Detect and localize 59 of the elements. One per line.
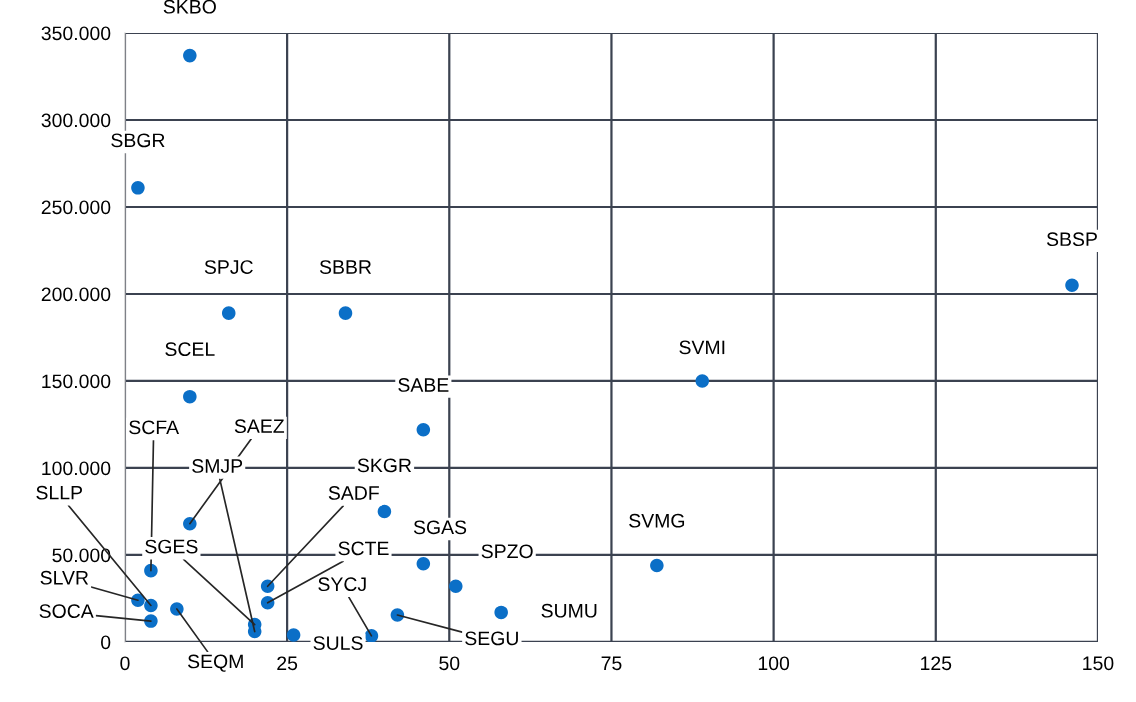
x-tick-label: 75: [601, 656, 622, 671]
y-tick-label: 200.000: [41, 287, 111, 302]
point: [494, 605, 508, 620]
point: [338, 306, 353, 320]
annotation: SABE: [398, 378, 449, 392]
annotation: SCFA: [129, 420, 180, 435]
y-tick-label: 100.000: [42, 461, 111, 476]
point: [183, 389, 197, 404]
annotation: SGES: [145, 539, 198, 554]
point: [170, 602, 184, 616]
annotation: SEGU: [465, 631, 518, 646]
annotation: SVMI: [679, 340, 725, 355]
annotation: SAEZ: [234, 419, 285, 434]
annotation: SMJP: [192, 459, 243, 473]
point: [650, 558, 664, 573]
x-tick-label: 50: [439, 656, 460, 671]
annotation: SCTE: [338, 541, 389, 556]
point: [416, 556, 431, 571]
y-tick-label: 150.000: [42, 374, 111, 389]
y-tick-label: 250.000: [41, 200, 111, 215]
point: [183, 48, 197, 63]
point: [1065, 278, 1079, 293]
annotation: SYCJ: [318, 577, 366, 592]
x-tick-label: 25: [277, 656, 298, 671]
annotation: SPZO: [481, 544, 533, 559]
annotation: SPJC: [204, 260, 253, 274]
annotation: SBSP: [1046, 232, 1097, 247]
point: [286, 628, 301, 642]
annotation: SBGR: [111, 133, 165, 148]
point: [390, 608, 405, 622]
point: [377, 504, 392, 519]
point: [695, 374, 710, 388]
annotation: SADF: [328, 486, 379, 500]
y-tick-label: 300.000: [41, 113, 111, 128]
point: [416, 422, 431, 437]
y-tick-label: 50.000: [52, 548, 111, 563]
y-tick-label: 0: [101, 635, 111, 650]
point: [183, 516, 197, 531]
point: [131, 181, 145, 195]
annotation: SVMG: [629, 513, 685, 528]
y-tick-label: 350.000: [41, 26, 111, 41]
annotation: SOCA: [39, 604, 94, 618]
x-tick-label: 100: [758, 656, 790, 671]
annotation: SUMU: [541, 603, 597, 618]
annotation: SLVR: [40, 570, 89, 585]
x-tick-label: 125: [921, 656, 952, 671]
annotation: SKBO: [163, 0, 216, 14]
annotation: SLLP: [36, 485, 82, 500]
annotation: SEQM: [188, 654, 243, 672]
point: [144, 614, 158, 628]
annotation: SGAS: [413, 520, 467, 535]
annotation: SKGR: [357, 458, 412, 473]
point: [221, 306, 236, 320]
annotation: SULS: [313, 636, 363, 650]
point: [449, 579, 463, 594]
annotation: SBBR: [319, 260, 372, 274]
annotation: SCEL: [165, 342, 215, 357]
x-tick-label: 0: [120, 656, 130, 671]
x-tick-label: 150: [1083, 656, 1114, 671]
